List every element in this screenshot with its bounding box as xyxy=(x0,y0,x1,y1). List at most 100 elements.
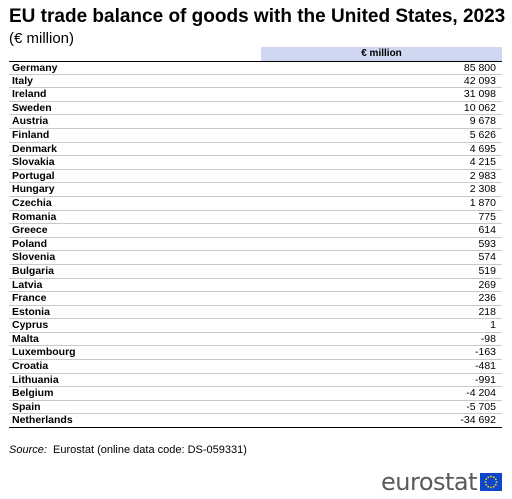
table-row: Germany 85 800 xyxy=(9,61,502,75)
table-row: Italy 42 093 xyxy=(9,75,502,89)
value-cell: 2 983 xyxy=(469,169,496,182)
table-row: Sweden 10 062 xyxy=(9,102,502,116)
country-cell: Finland xyxy=(12,128,50,141)
country-cell: Croatia xyxy=(12,360,49,373)
country-cell: Greece xyxy=(12,224,48,237)
value-cell: 593 xyxy=(478,237,496,250)
country-cell: Netherlands xyxy=(12,414,73,427)
value-cell: -5 705 xyxy=(466,400,496,413)
table-row: Latvia 269 xyxy=(9,279,502,293)
country-cell: Malta xyxy=(12,332,39,345)
country-cell: Ireland xyxy=(12,88,47,101)
country-cell: Germany xyxy=(12,62,58,74)
eu-flag-icon xyxy=(480,473,503,491)
flag-star xyxy=(485,483,488,486)
flag-star xyxy=(484,481,487,483)
value-cell: 1 870 xyxy=(469,196,496,209)
value-cell: 5 626 xyxy=(469,128,496,141)
country-cell: Italy xyxy=(12,74,34,87)
country-cell: Denmark xyxy=(12,142,57,155)
country-cell: Luxembourg xyxy=(12,346,76,359)
country-cell: Estonia xyxy=(12,305,50,318)
value-cell: 236 xyxy=(478,292,496,305)
table-row: Ireland 31 098 xyxy=(9,88,502,102)
value-cell: -481 xyxy=(474,360,496,373)
header-spacer xyxy=(9,47,261,61)
country-cell: Slovakia xyxy=(12,156,55,169)
value-cell: -34 692 xyxy=(460,414,496,427)
source-text: Eurostat (online data code: DS-059331) xyxy=(53,444,247,456)
flag-star xyxy=(495,481,498,483)
country-cell: Belgium xyxy=(12,387,54,400)
flag-star xyxy=(494,478,497,481)
chart-title: EU trade balance of goods with the Unite… xyxy=(9,6,506,27)
table-row: Austria 9 678 xyxy=(9,115,502,129)
country-cell: France xyxy=(12,292,47,305)
flag-star xyxy=(487,485,490,488)
value-cell: -163 xyxy=(474,346,496,359)
table-row: Luxembourg -163 xyxy=(9,346,502,361)
country-cell: Slovenia xyxy=(12,251,56,264)
country-cell: Portugal xyxy=(12,169,55,182)
value-cell: 10 062 xyxy=(463,101,496,114)
column-header: € million xyxy=(261,47,502,61)
table-row: Greece 614 xyxy=(9,224,502,238)
data-table: € million Germany 85 800 Italy 42 093 Irelan… xyxy=(9,47,502,429)
value-cell: 269 xyxy=(478,278,496,291)
table-row: Czechia 1 870 xyxy=(9,197,502,211)
value-cell: 218 xyxy=(478,305,496,318)
flag-star xyxy=(492,485,495,488)
flag-star xyxy=(494,483,497,486)
table-row: Portugal 2 983 xyxy=(9,170,502,184)
country-cell: Cyprus xyxy=(12,319,49,332)
country-cell: Austria xyxy=(12,115,49,128)
value-cell: -4 204 xyxy=(466,387,496,400)
table-row: Romania 775 xyxy=(9,211,502,225)
country-cell: Spain xyxy=(12,400,41,413)
table-row: Belgium -4 204 xyxy=(9,387,502,401)
value-cell: 775 xyxy=(478,210,496,223)
chart-subtitle: (€ million) xyxy=(9,30,75,47)
value-cell: 2 308 xyxy=(469,183,496,196)
value-cell: 519 xyxy=(478,264,496,277)
value-cell: 614 xyxy=(478,224,496,237)
country-cell: Latvia xyxy=(12,278,43,291)
source-label: Source: xyxy=(9,444,47,456)
eurostat-logo: eurostat xyxy=(381,468,503,496)
table-row: Estonia 218 xyxy=(9,306,502,320)
value-cell: 1 xyxy=(490,319,496,332)
table-row: Netherlands -34 692 xyxy=(9,414,502,429)
value-cell: -98 xyxy=(480,332,496,345)
value-cell: 574 xyxy=(478,251,496,264)
logo-wordmark: eurostat xyxy=(381,468,478,496)
value-cell: 42 093 xyxy=(463,74,496,87)
flag-star xyxy=(485,478,488,481)
table-row: Slovenia 574 xyxy=(9,251,502,265)
table-row: Poland 593 xyxy=(9,238,502,252)
country-cell: Czechia xyxy=(12,196,52,209)
country-cell: Sweden xyxy=(12,101,52,114)
flag-star xyxy=(487,476,490,479)
country-cell: Poland xyxy=(12,237,48,250)
value-cell: 85 800 xyxy=(463,62,496,74)
flag-star xyxy=(492,476,495,479)
country-cell: Lithuania xyxy=(12,373,59,386)
table-row: Croatia -481 xyxy=(9,360,502,374)
table-row: Cyprus 1 xyxy=(9,319,502,333)
value-cell: 4 215 xyxy=(469,156,496,169)
flag-star xyxy=(490,486,492,489)
value-cell: 4 695 xyxy=(469,142,496,155)
value-cell: 31 098 xyxy=(463,88,496,101)
table-row: Finland 5 626 xyxy=(9,129,502,143)
table-row: Slovakia 4 215 xyxy=(9,156,502,170)
table-header: € million xyxy=(9,47,502,61)
table-row: Malta -98 xyxy=(9,333,502,347)
source-note: Source: Eurostat (online data code: DS-0… xyxy=(9,444,247,456)
value-cell: -991 xyxy=(474,373,496,386)
table-body: Germany 85 800 Italy 42 093 Ireland 31 098 Swe… xyxy=(9,61,502,429)
table-row: Spain -5 705 xyxy=(9,401,502,415)
country-cell: Bulgaria xyxy=(12,264,55,277)
table-row: Denmark 4 695 xyxy=(9,143,502,157)
table-row: Hungary 2 308 xyxy=(9,183,502,197)
country-cell: Romania xyxy=(12,210,57,223)
